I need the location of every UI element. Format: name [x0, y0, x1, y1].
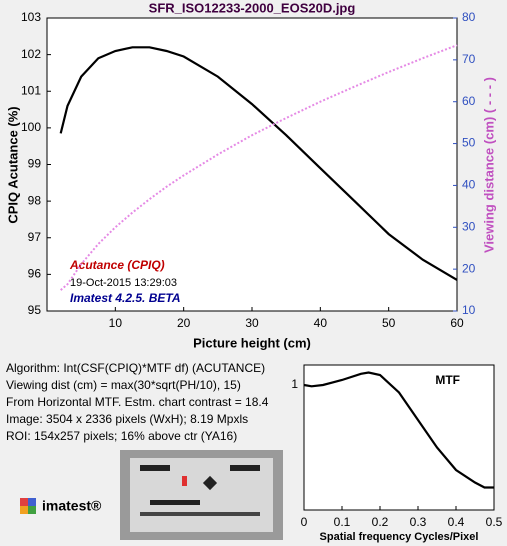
x-tick-label: 0.1 [334, 515, 351, 529]
x-tick-label: 60 [450, 316, 464, 330]
y2-tick-label: 60 [462, 94, 476, 108]
series-line [60, 44, 458, 291]
x-tick-label: 0.2 [372, 515, 389, 529]
mtf-plot-area [303, 364, 495, 511]
logo-icon [20, 498, 36, 514]
y-tick-label: 1 [291, 377, 298, 391]
x-tick-label: 50 [382, 316, 396, 330]
logo-text: imatest® [42, 498, 102, 514]
y-tick-label: 97 [28, 230, 42, 244]
y2-tick-label: 30 [462, 219, 476, 233]
x-tick-label: 40 [314, 316, 328, 330]
y-tick-label: 98 [28, 193, 42, 207]
series-line [303, 371, 494, 489]
series-label: Acutance (CPIQ) [69, 258, 165, 272]
y2-tick-label: 70 [462, 52, 476, 66]
info-line: Algorithm: Int(CSF(CPIQ)*MTF df) (ACUTAN… [6, 361, 265, 375]
mtf-x-axis-label: Spatial frequency Cycles/Pixel [320, 531, 479, 543]
annotation: 19-Oct-2015 13:29:03 [70, 277, 177, 289]
x-tick-label: 20 [177, 316, 191, 330]
x-tick-label: 0 [301, 515, 308, 529]
series-line [59, 46, 458, 281]
chart-thumbnail [120, 450, 283, 540]
y2-tick-label: 10 [462, 303, 476, 317]
x-axis-label: Picture height (cm) [193, 335, 311, 350]
y-tick-label: 95 [28, 303, 42, 317]
x-tick-label: 0.5 [486, 515, 503, 529]
y-tick-label: 102 [21, 47, 41, 61]
info-line: From Horizontal MTF. Estm. chart contras… [6, 395, 269, 409]
y-tick-label: 100 [21, 120, 41, 134]
annotation: Imatest 4.2.5. BETA [70, 291, 180, 305]
y2-tick-label: 40 [462, 178, 476, 192]
x-tick-label: 30 [245, 316, 259, 330]
info-line: Image: 3504 x 2336 pixels (WxH); 8.19 Mp… [6, 412, 248, 426]
y-tick-label: 96 [28, 267, 42, 281]
x-tick-label: 0.3 [410, 515, 427, 529]
chart-title: SFR_ISO12233-2000_EOS20D.jpg [149, 0, 356, 15]
y-tick-label: 103 [21, 10, 41, 24]
y-tick-label: 101 [21, 83, 41, 97]
info-line: ROI: 154x257 pixels; 16% above ctr (YA16… [6, 429, 237, 443]
info-line: Viewing dist (cm) = max(30*sqrt(PH/10), … [6, 378, 241, 392]
x-tick-label: 10 [109, 316, 123, 330]
y2-axis-label: Viewing distance (cm) ( - - - ) [481, 77, 496, 253]
main-plot-area [46, 17, 458, 312]
y-axis-label: CPIQ Acutance (%) [5, 106, 20, 223]
y2-tick-label: 50 [462, 136, 476, 150]
y-tick-label: 99 [28, 157, 42, 171]
x-tick-label: 0.4 [448, 515, 465, 529]
y2-tick-label: 80 [462, 10, 476, 24]
mtf-title: MTF [435, 373, 460, 387]
y2-tick-label: 20 [462, 261, 476, 275]
